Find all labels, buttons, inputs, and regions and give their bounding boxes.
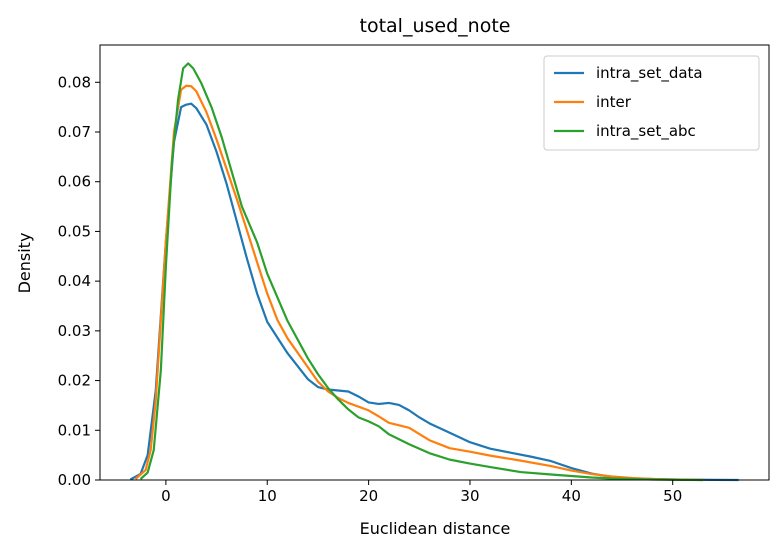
y-tick-label: 0.06 [58,173,91,191]
legend-label-intra-set-abc: intra_set_abc [596,122,696,141]
legend-box [543,55,760,151]
legend-label-intra-set-data: intra_set_data [596,64,703,83]
x-tick-label: 10 [258,487,277,505]
chart-title: total_used_note [360,15,511,37]
x-tick-label: 50 [663,487,682,505]
x-tick-label: 30 [460,487,479,505]
x-tick-label: 0 [161,487,171,505]
series-line-inter [134,84,704,482]
y-axis-label: Density [15,233,34,294]
y-axis: 0.00 0.01 0.02 0.03 0.04 0.05 0.06 0.07 0.08 [58,73,100,489]
axes-frame [99,44,770,481]
plot-area [129,62,739,482]
legend-label-inter: inter [596,93,632,111]
series-line-intra-set-abc [139,62,704,482]
y-tick-label: 0.01 [58,421,91,439]
x-axis: 0 10 20 30 40 50 [161,480,682,505]
y-tick-label: 0.08 [58,73,91,91]
y-tick-label: 0.02 [58,372,91,390]
x-axis-label: Euclidean distance [360,519,511,538]
series-line-intra-set-data [129,102,739,482]
x-tick-label: 40 [562,487,581,505]
y-tick-label: 0.05 [58,222,91,240]
y-tick-label: 0.03 [58,322,91,340]
x-tick-label: 20 [359,487,378,505]
y-tick-label: 0.07 [58,123,91,141]
y-tick-label: 0.00 [58,471,91,489]
y-tick-label: 0.04 [58,272,91,290]
